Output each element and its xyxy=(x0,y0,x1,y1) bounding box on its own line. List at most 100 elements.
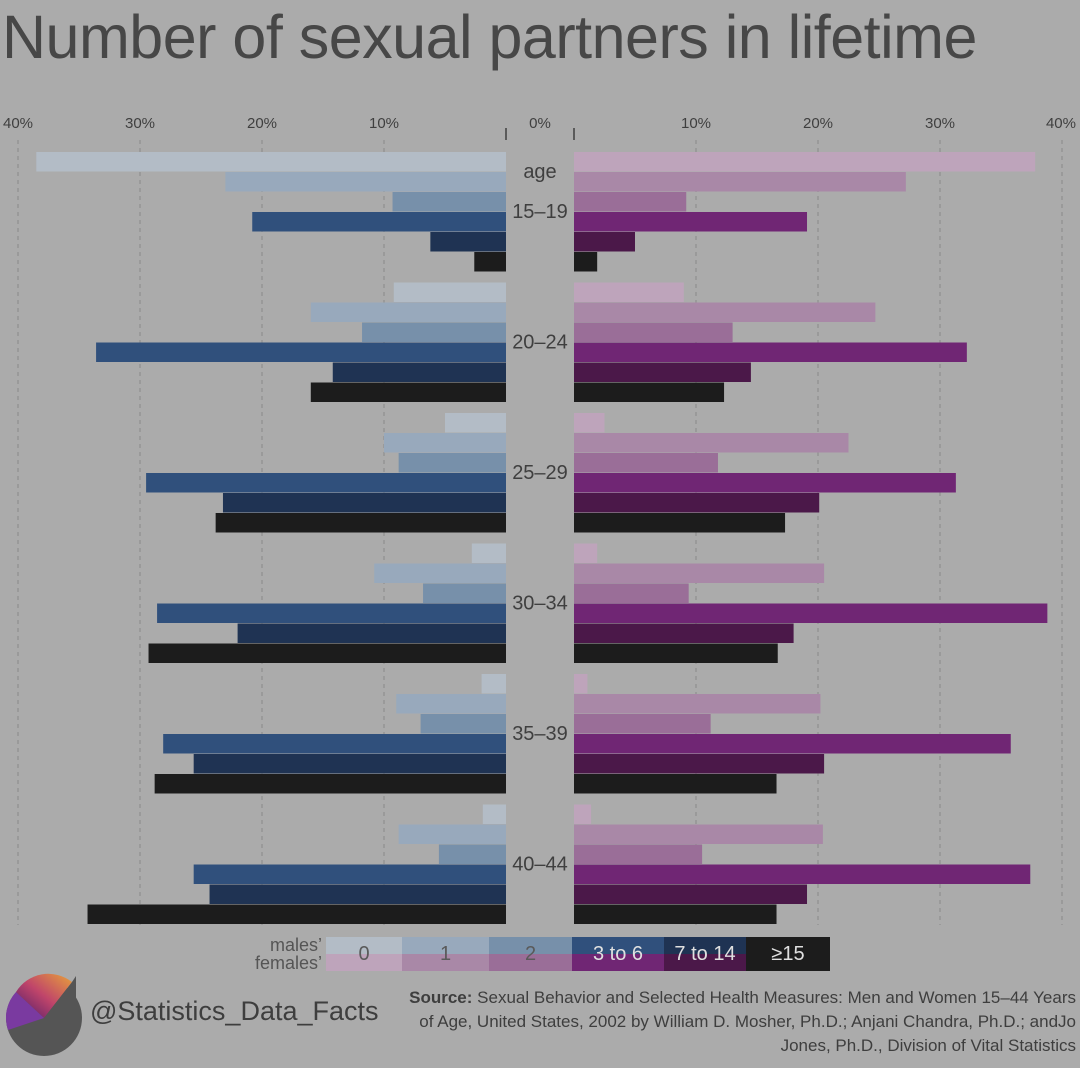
bar-male xyxy=(310,302,506,322)
legend-swatch-male xyxy=(572,937,664,954)
legend-swatch-female xyxy=(572,954,664,971)
bar-male xyxy=(193,864,506,884)
bar-female xyxy=(574,473,956,493)
bar-female xyxy=(574,453,718,473)
bar-male xyxy=(362,322,506,342)
legend-swatch-female xyxy=(746,954,830,971)
bar-male xyxy=(222,493,506,513)
bar-male xyxy=(310,382,506,402)
bar-female xyxy=(574,172,906,192)
bar-female xyxy=(574,754,825,774)
age-axis-label: age xyxy=(523,161,556,183)
bar-female xyxy=(574,583,689,603)
bar-male xyxy=(96,342,506,362)
bar-male xyxy=(471,543,506,563)
bar-male xyxy=(398,824,506,844)
bar-male xyxy=(482,804,506,824)
bar-male xyxy=(398,453,506,473)
bar-female xyxy=(574,694,821,714)
bar-male xyxy=(420,714,506,734)
bar-male xyxy=(87,904,506,924)
age-group-label: 15–19 xyxy=(512,201,568,223)
age-group-label: 20–24 xyxy=(512,332,568,354)
bar-female xyxy=(574,342,967,362)
x-tick-label-right: 20% xyxy=(803,115,833,132)
bar-female xyxy=(574,282,684,302)
bar-male xyxy=(146,473,506,493)
bar-female xyxy=(574,302,876,322)
legend-swatch-female xyxy=(664,954,746,971)
bar-female xyxy=(574,362,751,382)
legend-item-label: 3 to 6 xyxy=(592,942,644,965)
bar-female xyxy=(574,804,592,824)
legend-males-label: males’ xyxy=(269,935,322,955)
bar-male xyxy=(430,232,506,252)
x-tick-label-center: 0% xyxy=(529,115,551,132)
logo-pie-icon xyxy=(6,973,82,1056)
legend-swatch-male xyxy=(746,937,830,954)
bar-female xyxy=(574,232,635,252)
bar-female xyxy=(574,212,808,232)
legend-item: 2 xyxy=(489,937,572,971)
bar-male xyxy=(209,884,507,904)
age-group-label: 40–44 xyxy=(512,854,568,876)
bar-male xyxy=(154,774,506,794)
legend-item-label: ≥15 xyxy=(771,942,805,965)
legend-swatch-male xyxy=(402,937,489,954)
bar-female xyxy=(574,252,598,272)
legend-item-label: 0 xyxy=(358,942,370,965)
bar-female xyxy=(574,322,733,342)
x-tick-label-right: 30% xyxy=(925,115,955,132)
source-note: Source: Sexual Behavior and Selected Hea… xyxy=(396,986,1076,1058)
bar-male xyxy=(384,433,506,453)
legend-swatch-female xyxy=(402,954,489,971)
bar-female xyxy=(574,884,808,904)
x-tick-label-right: 10% xyxy=(681,115,711,132)
bar-female xyxy=(574,674,588,694)
bar-female xyxy=(574,513,786,533)
bar-male xyxy=(438,844,506,864)
bar-male xyxy=(215,513,506,533)
legend-item-label: 2 xyxy=(524,942,537,965)
bar-female xyxy=(574,904,777,924)
legend-item: ≥15 xyxy=(746,937,830,971)
legend-females-label: females’ xyxy=(254,953,322,973)
legend-swatch-male xyxy=(664,937,746,954)
bar-female xyxy=(574,734,1011,754)
x-tick-label-left: 30% xyxy=(125,115,155,132)
legend-swatch-male xyxy=(489,937,572,954)
bar-male xyxy=(163,734,506,754)
bar-male xyxy=(252,212,506,232)
bar-female xyxy=(574,714,711,734)
age-group-label: 25–29 xyxy=(512,462,568,484)
bar-male xyxy=(474,252,506,272)
bar-female xyxy=(574,152,1036,172)
legend-item-label: 7 to 14 xyxy=(674,942,736,965)
bar-female xyxy=(574,824,823,844)
legend-item-label: 1 xyxy=(439,942,452,965)
bar-male xyxy=(481,674,506,694)
source-label: Source: xyxy=(409,988,473,1007)
bar-male xyxy=(396,694,506,714)
legend-item: 3 to 6 xyxy=(572,937,664,971)
x-tick-label-left: 20% xyxy=(247,115,277,132)
population-pyramid-chart: 40% 30% 20% 10% 10% 20% 30% 40% 0% 15–19 20–24 25–2… xyxy=(3,115,1076,925)
bar-female xyxy=(574,192,687,212)
bar-male xyxy=(36,152,507,172)
bar-female xyxy=(574,774,777,794)
bar-female xyxy=(574,643,778,663)
bar-male xyxy=(157,603,506,623)
bar-female xyxy=(574,543,598,563)
legend-swatch-female xyxy=(489,954,572,971)
x-tick-label-left: 40% xyxy=(3,115,33,132)
bar-male xyxy=(445,413,506,433)
bar-male xyxy=(374,563,506,583)
bar-male xyxy=(148,643,507,663)
bar-male xyxy=(193,754,506,774)
author-handle: @Statistics_Data_Facts xyxy=(90,996,379,1026)
bar-male xyxy=(392,192,506,212)
bar-male xyxy=(332,362,506,382)
bar-female xyxy=(574,563,825,583)
source-text: Sexual Behavior and Selected Health Meas… xyxy=(419,988,1076,1055)
bar-male xyxy=(393,282,506,302)
